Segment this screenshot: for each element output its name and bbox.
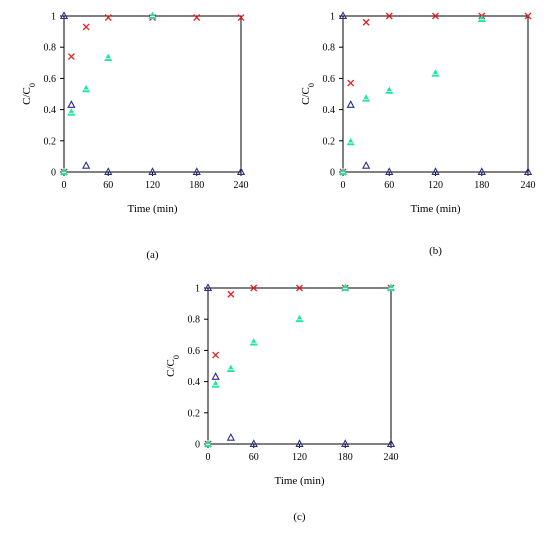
y-tick-label: 0 bbox=[330, 168, 335, 179]
y-tick-label: 1 bbox=[195, 284, 200, 295]
data-point-triangle-marker bbox=[104, 167, 113, 175]
x-tick-label: 180 bbox=[189, 180, 204, 191]
x-tick-label: 240 bbox=[384, 452, 399, 463]
x-axis-label: Time (min) bbox=[127, 203, 177, 215]
data-point-x-marker bbox=[193, 14, 201, 22]
x-tick-label: 0 bbox=[62, 180, 67, 191]
y-tick-label: 0.6 bbox=[323, 74, 336, 85]
plot-frame bbox=[207, 287, 392, 445]
data-point-filled-triangle-marker bbox=[226, 364, 235, 373]
panel-label: (c) bbox=[293, 511, 306, 523]
y-tick-label: 0.2 bbox=[188, 408, 201, 419]
x-axis-label: Time (min) bbox=[410, 203, 460, 215]
x-tick-label: 60 bbox=[384, 180, 394, 191]
panel-label: (a) bbox=[146, 249, 159, 261]
data-point-triangle-marker bbox=[431, 167, 440, 175]
data-point-triangle-marker bbox=[226, 432, 235, 441]
data-point-triangle-marker bbox=[67, 100, 76, 108]
data-point-filled-triangle-marker bbox=[295, 314, 304, 323]
data-point-x-marker bbox=[296, 284, 303, 292]
data-point-triangle-marker bbox=[249, 439, 258, 447]
data-point-x-marker bbox=[82, 23, 90, 31]
y-tick-label: 0.8 bbox=[323, 43, 336, 54]
data-point-triangle-marker bbox=[236, 167, 246, 175]
data-point-triangle-marker bbox=[59, 11, 69, 19]
data-point-filled-triangle-marker bbox=[431, 69, 440, 77]
y-tick-label: 0 bbox=[51, 168, 56, 179]
x-tick-label: 180 bbox=[474, 180, 489, 191]
chart-panel-c: 0 0.2 0.4 0.6 0.8 1 0 60 120 180 240 Time (min) C/C0… bbox=[165, 283, 399, 523]
y-axis-label-subscript: 0 bbox=[307, 83, 316, 87]
data-point-filled-triangle-marker bbox=[346, 137, 355, 146]
y-axis-label-subscript: 0 bbox=[172, 355, 181, 359]
x-tick-label: 180 bbox=[338, 452, 353, 463]
data-point-x-marker bbox=[104, 14, 112, 22]
x-tick-label: 0 bbox=[341, 180, 346, 191]
data-point-filled-triangle-marker bbox=[104, 53, 113, 62]
data-point-triangle-marker bbox=[192, 167, 201, 175]
data-point-triangle-marker bbox=[523, 167, 533, 175]
plot-frame bbox=[63, 15, 242, 173]
x-tick-label: 60 bbox=[249, 452, 259, 463]
data-point-x-marker bbox=[362, 18, 370, 26]
data-point-triangle-marker bbox=[82, 160, 91, 169]
data-point-filled-triangle-marker bbox=[385, 86, 394, 94]
y-tick-label: 0.6 bbox=[44, 74, 57, 85]
y-tick-label: 0.4 bbox=[44, 105, 57, 116]
data-point-x-marker bbox=[250, 284, 258, 292]
data-point-x-marker bbox=[227, 290, 235, 298]
y-tick-label: 0.6 bbox=[188, 346, 201, 357]
data-point-triangle-marker bbox=[385, 167, 394, 175]
y-tick-label: 1 bbox=[330, 12, 335, 23]
x-tick-label: 120 bbox=[292, 452, 307, 463]
y-axis-label: C/C0 bbox=[21, 83, 37, 105]
data-point-triangle-marker bbox=[203, 283, 213, 291]
y-axis-label: C/C0 bbox=[300, 83, 316, 105]
y-tick-label: 0.4 bbox=[323, 105, 336, 116]
data-point-triangle-marker bbox=[341, 439, 350, 447]
data-point-triangle-marker bbox=[386, 439, 396, 447]
panel-label: (b) bbox=[429, 245, 442, 257]
data-point-x-marker bbox=[524, 12, 532, 20]
data-point-filled-triangle-marker bbox=[249, 338, 258, 346]
x-tick-label: 240 bbox=[234, 180, 249, 191]
y-tick-label: 0 bbox=[195, 440, 200, 451]
y-axis-label: C/C0 bbox=[165, 355, 181, 377]
y-tick-label: 1 bbox=[51, 12, 56, 23]
data-point-triangle-marker bbox=[346, 100, 355, 108]
data-point-filled-triangle-marker bbox=[82, 84, 91, 93]
x-tick-label: 120 bbox=[145, 180, 160, 191]
y-axis-label-subscript: 0 bbox=[28, 83, 37, 87]
data-point-triangle-marker bbox=[211, 372, 220, 380]
data-point-x-marker bbox=[67, 53, 75, 61]
x-tick-label: 240 bbox=[521, 180, 536, 191]
y-tick-label: 0.4 bbox=[188, 377, 201, 388]
plot-frame bbox=[342, 15, 529, 173]
data-point-triangle-marker bbox=[148, 167, 157, 175]
y-tick-label: 0.2 bbox=[44, 136, 57, 147]
data-point-filled-triangle-marker bbox=[362, 94, 371, 102]
data-point-x-marker bbox=[385, 12, 393, 20]
x-tick-label: 0 bbox=[206, 452, 211, 463]
data-point-x-marker bbox=[347, 79, 355, 87]
data-point-x-marker bbox=[432, 12, 439, 20]
x-tick-label: 120 bbox=[428, 180, 443, 191]
chart-panel-b: 0 0.2 0.4 0.6 0.8 1 0 60 120 180 240 Time (min) C/C0… bbox=[300, 11, 536, 257]
data-point-filled-triangle-marker bbox=[211, 380, 220, 388]
data-point-triangle-marker bbox=[295, 439, 304, 447]
data-point-x-marker bbox=[212, 351, 220, 359]
data-point-filled-triangle-marker bbox=[67, 108, 76, 116]
data-point-triangle-marker bbox=[477, 167, 486, 175]
data-point-triangle-marker bbox=[362, 160, 371, 169]
y-tick-label: 0.8 bbox=[188, 315, 201, 326]
y-tick-label: 0.8 bbox=[44, 43, 57, 54]
data-point-x-marker bbox=[237, 14, 245, 22]
data-point-triangle-marker bbox=[338, 11, 348, 19]
x-axis-label: Time (min) bbox=[274, 475, 324, 487]
y-tick-label: 0.2 bbox=[323, 136, 336, 147]
chart-panel-a: 0 0.2 0.4 0.6 0.8 1 0 60 120 180 240 Time (min) C/C0… bbox=[21, 11, 249, 261]
x-tick-label: 60 bbox=[103, 180, 113, 191]
